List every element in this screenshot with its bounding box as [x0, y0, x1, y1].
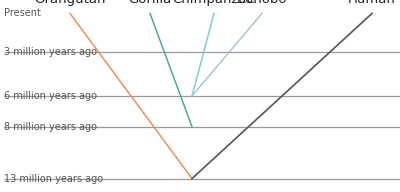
Text: Present: Present: [4, 8, 41, 18]
Text: Bonobo: Bonobo: [237, 0, 287, 6]
Text: 3 million years ago: 3 million years ago: [4, 47, 97, 57]
Text: Gorilla: Gorilla: [128, 0, 172, 6]
Text: Chimpanzee: Chimpanzee: [172, 0, 256, 6]
Text: 8 million years ago: 8 million years ago: [4, 122, 97, 132]
Text: 13 million years ago: 13 million years ago: [4, 174, 103, 184]
Text: 6 million years ago: 6 million years ago: [4, 91, 97, 101]
Text: Orangutan: Orangutan: [34, 0, 106, 6]
Text: Human: Human: [348, 0, 396, 6]
